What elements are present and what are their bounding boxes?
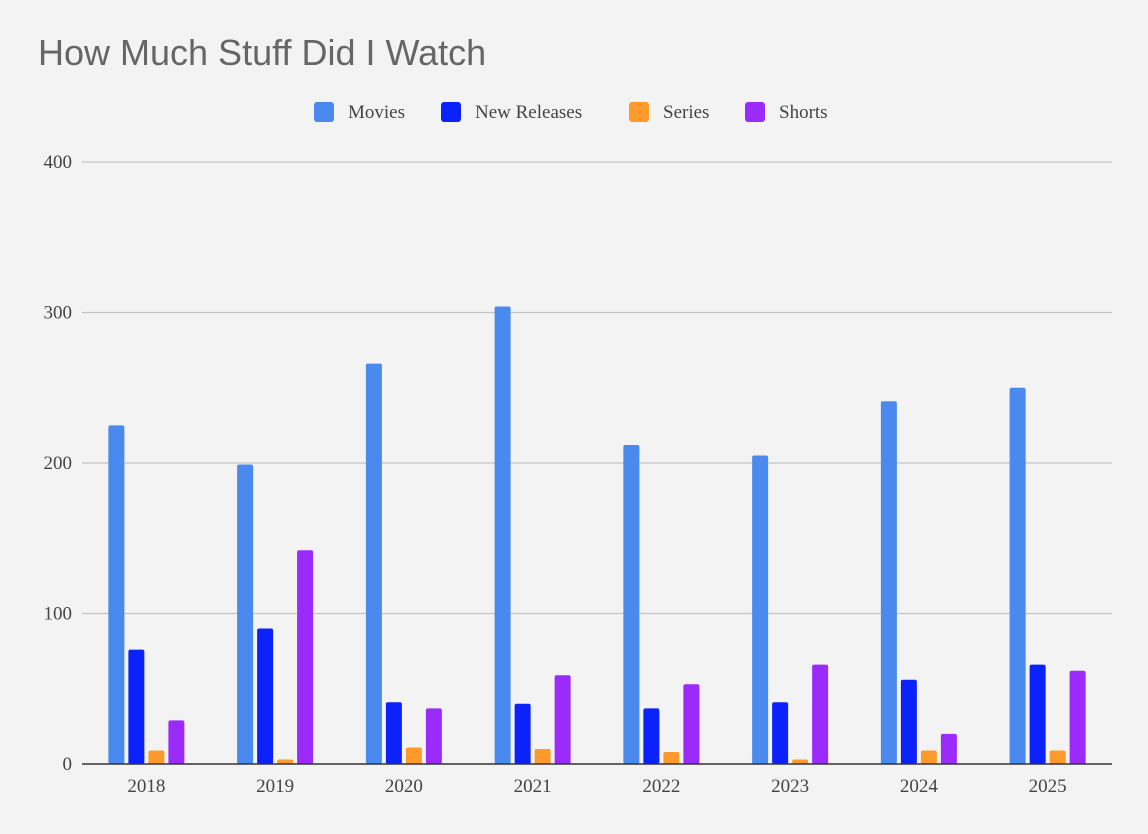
- y-tick-label: 100: [44, 604, 73, 625]
- legend-swatch-movies: [314, 102, 334, 122]
- x-tick-label: 2021: [514, 776, 552, 797]
- x-tick-label: 2018: [127, 776, 165, 797]
- y-tick-label: 300: [44, 303, 73, 324]
- bar-new-releases-2025: [1029, 664, 1046, 764]
- bar-series-2022: [663, 751, 680, 764]
- bar-movies-2019: [237, 464, 254, 764]
- legend-swatch-series: [629, 102, 649, 122]
- bar-series-2023: [792, 759, 809, 764]
- legend-label: Movies: [348, 102, 405, 123]
- y-tick-label: 200: [44, 453, 73, 474]
- bar-series-2025: [1049, 750, 1066, 764]
- bar-series-2018: [148, 750, 165, 764]
- y-tick-label: 0: [63, 754, 73, 775]
- bar-shorts-2020: [425, 708, 442, 764]
- bar-new-releases-2023: [772, 702, 789, 764]
- bar-series-2024: [920, 750, 937, 764]
- bar-series-2019: [277, 759, 294, 764]
- legend-label: New Releases: [475, 102, 582, 123]
- bar-shorts-2025: [1069, 670, 1086, 764]
- bar-movies-2022: [623, 444, 640, 764]
- x-tick-label: 2023: [771, 776, 809, 797]
- x-tick-label: 2019: [256, 776, 294, 797]
- bar-new-releases-2024: [900, 679, 917, 764]
- legend-label: Shorts: [779, 102, 828, 123]
- legend-label: Series: [663, 102, 709, 123]
- bar-new-releases-2020: [385, 702, 402, 764]
- bar-movies-2025: [1009, 387, 1026, 764]
- bar-new-releases-2019: [257, 628, 274, 764]
- x-tick-label: 2024: [900, 776, 939, 797]
- x-tick-label: 2020: [385, 776, 423, 797]
- legend-swatch-new-releases: [441, 102, 461, 122]
- y-tick-label: 400: [44, 152, 73, 173]
- bar-shorts-2019: [297, 550, 314, 764]
- bar-new-releases-2018: [128, 649, 145, 764]
- x-tick-label: 2022: [642, 776, 680, 797]
- bar-shorts-2018: [168, 720, 185, 764]
- bar-new-releases-2022: [643, 708, 660, 764]
- bar-movies-2020: [365, 363, 382, 764]
- chart-title: How Much Stuff Did I Watch: [38, 32, 487, 73]
- bar-movies-2018: [108, 425, 125, 764]
- bar-new-releases-2021: [514, 703, 531, 764]
- x-tick-label: 2025: [1029, 776, 1067, 797]
- bar-shorts-2024: [940, 733, 957, 764]
- bar-shorts-2022: [683, 684, 700, 764]
- bar-movies-2021: [494, 306, 511, 764]
- bar-shorts-2021: [554, 675, 571, 764]
- bar-series-2021: [534, 748, 551, 764]
- bar-shorts-2023: [812, 664, 829, 764]
- bar-movies-2024: [880, 401, 897, 764]
- legend-swatch-shorts: [745, 102, 765, 122]
- bar-movies-2023: [752, 455, 769, 764]
- bar-series-2020: [405, 747, 422, 764]
